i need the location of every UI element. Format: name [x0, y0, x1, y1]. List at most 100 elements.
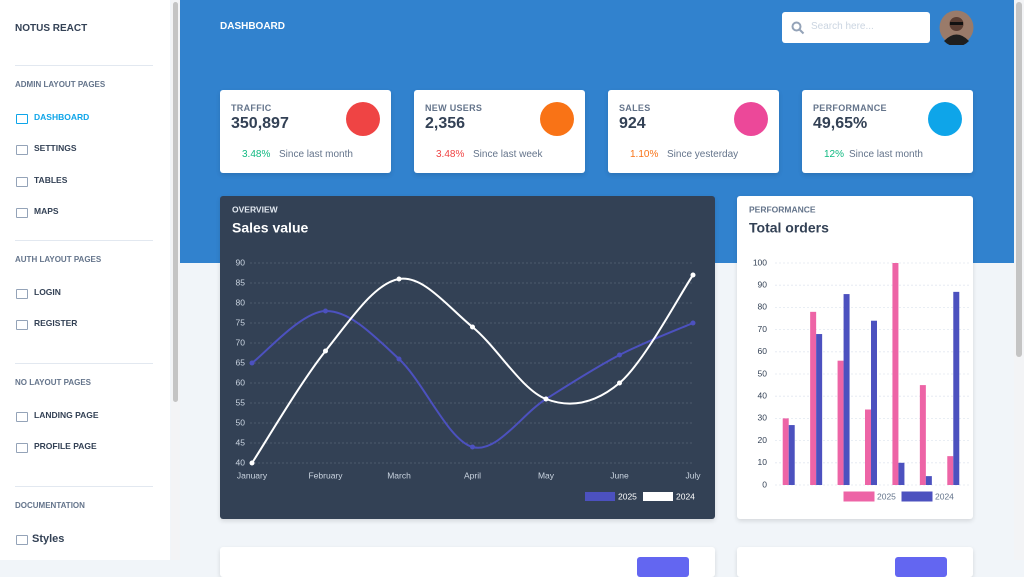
bar: [871, 320, 877, 485]
bar: [816, 334, 823, 485]
bar: [953, 291, 960, 485]
search-box[interactable]: Search here...: [782, 12, 930, 43]
stat-card: NEW USERS 2,356 3.48% Since last week: [414, 90, 585, 173]
scroll-thumb[interactable]: [1016, 2, 1022, 357]
stat-note: Since last month: [849, 149, 923, 160]
stat-icon: [540, 102, 574, 136]
legend-label: 2024: [676, 491, 695, 501]
stat-note: Since last week: [473, 149, 543, 160]
y-tick-label: 75: [236, 317, 246, 327]
table-card: [220, 547, 715, 577]
nav-icon[interactable]: [16, 412, 28, 422]
page-title: DASHBOARD: [220, 21, 285, 32]
y-tick-label: 80: [758, 302, 768, 312]
divider: [15, 363, 153, 364]
bar: [788, 425, 795, 485]
nav-link[interactable]: Styles: [32, 533, 65, 545]
stat-value: 49,65%: [813, 115, 868, 132]
nav-icon[interactable]: [16, 145, 28, 156]
stat-change: 12%: [824, 149, 845, 160]
stat-value: 924: [619, 115, 646, 132]
chart-title: Sales value: [232, 220, 308, 236]
nav-link[interactable]: MAPS: [34, 205, 59, 216]
x-tick-label: March: [387, 470, 411, 480]
stat-card: TRAFFIC 350,897 3.48% Since last month: [220, 90, 391, 173]
chart-card: PERFORMANCE Total orders 0 10 20 30 40 50 60 70 80…: [737, 196, 973, 519]
bar-chart: PERFORMANCE Total orders 0 10 20 30 40 50 60 70 80…: [749, 204, 969, 502]
stat-change: 1.10%: [630, 149, 659, 160]
bar: [892, 263, 899, 485]
legend-label: 2024: [935, 491, 954, 501]
nav-link[interactable]: LOGIN: [34, 287, 61, 297]
stat-value: 350,897: [231, 115, 289, 132]
y-tick-label: 70: [236, 337, 246, 347]
stat-card: PERFORMANCE 49,65% 12% Since last month: [802, 90, 973, 173]
nav-icon[interactable]: [16, 289, 28, 299]
scroll-thumb[interactable]: [173, 2, 178, 402]
y-tick-label: 30: [758, 413, 768, 423]
section-title: NO LAYOUT PAGES: [15, 378, 92, 387]
nav-link[interactable]: PROFILE PAGE: [34, 441, 97, 452]
section-title: DOCUMENTATION: [15, 501, 85, 510]
point: [249, 460, 255, 466]
point: [617, 380, 622, 386]
bar: [947, 456, 954, 485]
x-tick-label: January: [237, 470, 268, 480]
y-tick-label: 100: [753, 257, 767, 267]
bar: [837, 360, 844, 485]
chart-subtitle: PERFORMANCE: [749, 204, 816, 214]
section-title: ADMIN LAYOUT PAGES: [15, 80, 106, 89]
point: [323, 348, 328, 354]
legend-swatch: [643, 492, 673, 501]
nav-link[interactable]: SETTINGS: [34, 143, 77, 154]
stat-note: Since yesterday: [667, 149, 739, 160]
avatar[interactable]: [939, 10, 974, 45]
bar: [810, 311, 817, 485]
point: [470, 444, 475, 450]
button[interactable]: [895, 557, 947, 577]
nav-icon[interactable]: [16, 176, 28, 187]
brand: NOTUS REACT: [15, 23, 88, 34]
legend-label: 2025: [877, 491, 896, 501]
y-tick-label: 85: [236, 277, 246, 287]
y-tick-label: 70: [758, 324, 768, 334]
y-tick-label: 0: [762, 479, 767, 489]
y-tick-label: 55: [236, 397, 246, 407]
y-tick-label: 60: [758, 346, 768, 356]
stat-label: NEW USERS: [425, 103, 483, 113]
y-tick-label: 65: [236, 357, 246, 367]
y-tick-label: 20: [758, 435, 768, 445]
y-tick-label: 50: [758, 368, 768, 378]
bar: [865, 409, 871, 485]
nav-link[interactable]: REGISTER: [34, 318, 78, 329]
divider: [15, 65, 153, 66]
stat-change: 3.48%: [242, 149, 271, 160]
stat-icon: [346, 102, 380, 136]
stat-note: Since last month: [279, 149, 353, 160]
stat-card: SALES 924 1.10% Since yesterday: [608, 90, 779, 173]
bar: [843, 294, 850, 485]
nav-icon[interactable]: [16, 535, 28, 545]
point: [470, 324, 475, 330]
nav-link[interactable]: DASHBOARD: [34, 112, 90, 122]
nav-link[interactable]: TABLES: [34, 174, 68, 185]
nav-link[interactable]: LANDING PAGE: [34, 410, 99, 420]
section-title: AUTH LAYOUT PAGES: [15, 255, 102, 264]
legend-swatch: [843, 491, 875, 502]
line-chart: OVERVIEW Sales value 40 45 50 55 60 65 70 75 80 85 9…: [232, 204, 701, 501]
point: [249, 360, 255, 366]
nav-icon[interactable]: [16, 443, 28, 454]
nav-icon[interactable]: [16, 320, 28, 331]
stat-icon: [928, 102, 962, 136]
stat-label: PERFORMANCE: [813, 103, 887, 113]
button[interactable]: [637, 557, 689, 577]
bar: [925, 476, 932, 485]
y-tick-label: 45: [236, 437, 246, 447]
x-tick-label: July: [685, 470, 701, 480]
nav-icon[interactable]: [16, 114, 28, 124]
point: [396, 276, 402, 282]
x-tick-label: June: [610, 470, 629, 480]
nav-icon[interactable]: [16, 207, 28, 218]
y-tick-label: 50: [236, 417, 246, 427]
